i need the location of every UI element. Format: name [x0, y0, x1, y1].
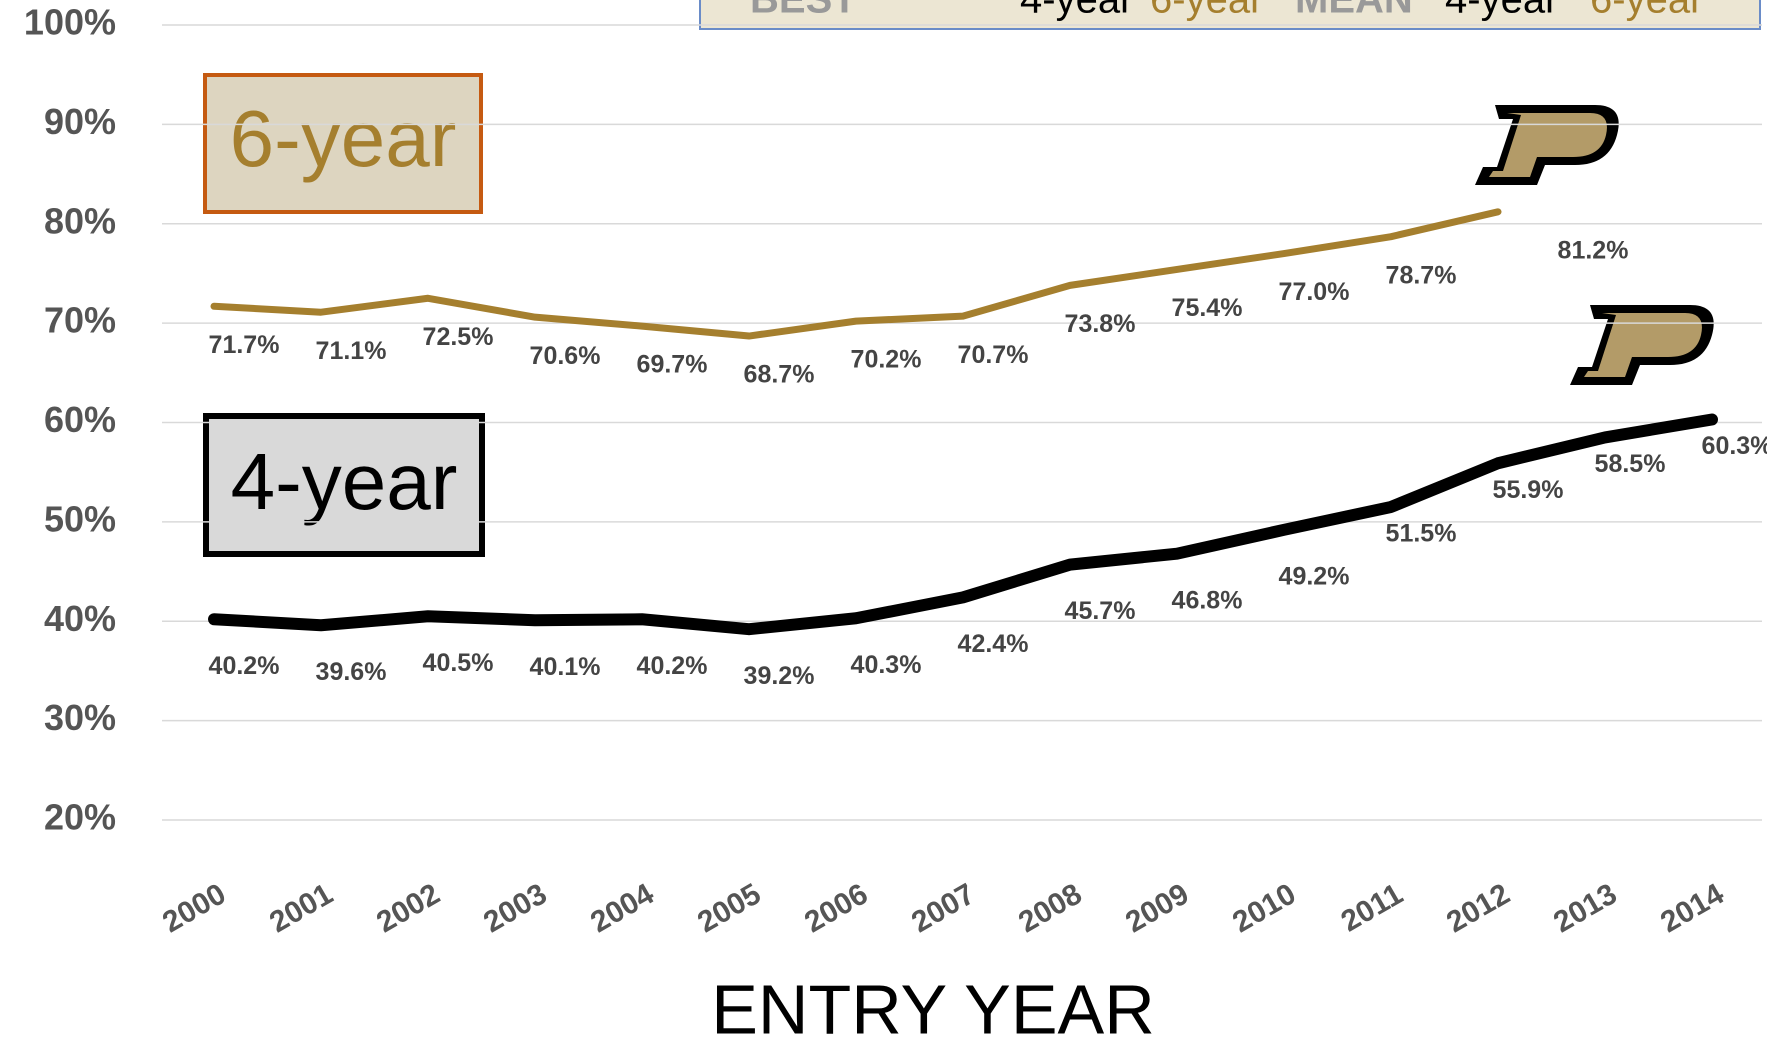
data-label: 70.6%: [530, 342, 601, 370]
x-tick-label: 2012: [1441, 877, 1515, 939]
data-label: 46.8%: [1172, 586, 1243, 614]
series-box: [203, 73, 483, 214]
data-label: 40.3%: [851, 651, 922, 679]
data-label: 55.9%: [1493, 476, 1564, 504]
series-box: [203, 413, 485, 557]
y-tick-label: 30%: [44, 697, 116, 738]
data-label: 71.1%: [316, 337, 387, 365]
series-line: [208, 413, 1718, 636]
header-text: BEST: [750, 0, 857, 22]
logo: [1475, 105, 1619, 185]
data-label: 45.7%: [1065, 597, 1136, 625]
x-tick-label: 2011: [1336, 877, 1409, 938]
header-text: 6-year: [1590, 0, 1703, 22]
data-label: 68.7%: [744, 361, 815, 389]
y-tick-label: 60%: [44, 399, 116, 440]
x-tick-label: 2006: [799, 877, 873, 939]
data-label: 40.2%: [209, 652, 280, 680]
header-text: 6-year: [1150, 0, 1263, 22]
data-label: 73.8%: [1065, 310, 1136, 338]
y-tick-label: 90%: [44, 101, 116, 142]
x-tick-label: 2002: [371, 877, 445, 939]
x-tick-label: 2004: [585, 877, 660, 939]
data-label: 39.2%: [744, 662, 815, 690]
data-label: 40.2%: [637, 652, 708, 680]
series-box-label: 6-year: [230, 94, 457, 183]
data-label: 40.5%: [423, 649, 494, 677]
logo: [1570, 305, 1714, 385]
x-tick-label: 2001: [264, 877, 338, 939]
x-tick-label: 2005: [692, 877, 766, 939]
series-line: [210, 208, 1502, 340]
data-label: 75.4%: [1172, 294, 1243, 322]
x-tick-label: 2010: [1227, 877, 1301, 939]
x-tick-label: 2009: [1120, 877, 1194, 939]
x-tick-label: 2014: [1655, 877, 1730, 939]
data-label: 78.7%: [1386, 261, 1457, 289]
y-tick-label: 100%: [24, 2, 116, 43]
header-box: [699, 0, 1761, 30]
data-label: 70.2%: [851, 346, 922, 374]
data-label: 42.4%: [958, 630, 1029, 658]
data-label: 71.7%: [209, 331, 280, 359]
y-tick-label: 70%: [44, 300, 116, 341]
data-label: 40.1%: [530, 653, 601, 681]
series-box-label: 4-year: [231, 437, 458, 526]
x-tick-label: 2003: [478, 877, 552, 939]
x-axis-label: ENTRY YEAR: [711, 970, 1155, 1047]
y-tick-label: 80%: [44, 200, 116, 241]
data-label: 60.3%: [1702, 432, 1767, 460]
y-tick-label: 40%: [44, 598, 116, 639]
data-label: 69.7%: [637, 351, 708, 379]
data-label: 77.0%: [1279, 278, 1350, 306]
x-tick-label: 2008: [1013, 877, 1087, 939]
data-label: 58.5%: [1595, 450, 1666, 478]
header-text: MEAN: [1295, 0, 1413, 22]
x-tick-label: 2007: [906, 877, 980, 939]
header-text: 4-year: [1020, 0, 1133, 22]
y-tick-label: 20%: [44, 797, 116, 838]
x-tick-label: 2000: [157, 877, 231, 939]
x-tick-label: 2013: [1548, 877, 1622, 939]
header-text: 4-year: [1445, 0, 1558, 22]
data-label: 81.2%: [1558, 236, 1629, 264]
y-tick-label: 50%: [44, 498, 116, 539]
data-label: 70.7%: [958, 341, 1029, 369]
data-label: 51.5%: [1386, 520, 1457, 548]
data-label: 49.2%: [1279, 562, 1350, 590]
data-label: 39.6%: [316, 658, 387, 686]
data-label: 72.5%: [423, 323, 494, 351]
